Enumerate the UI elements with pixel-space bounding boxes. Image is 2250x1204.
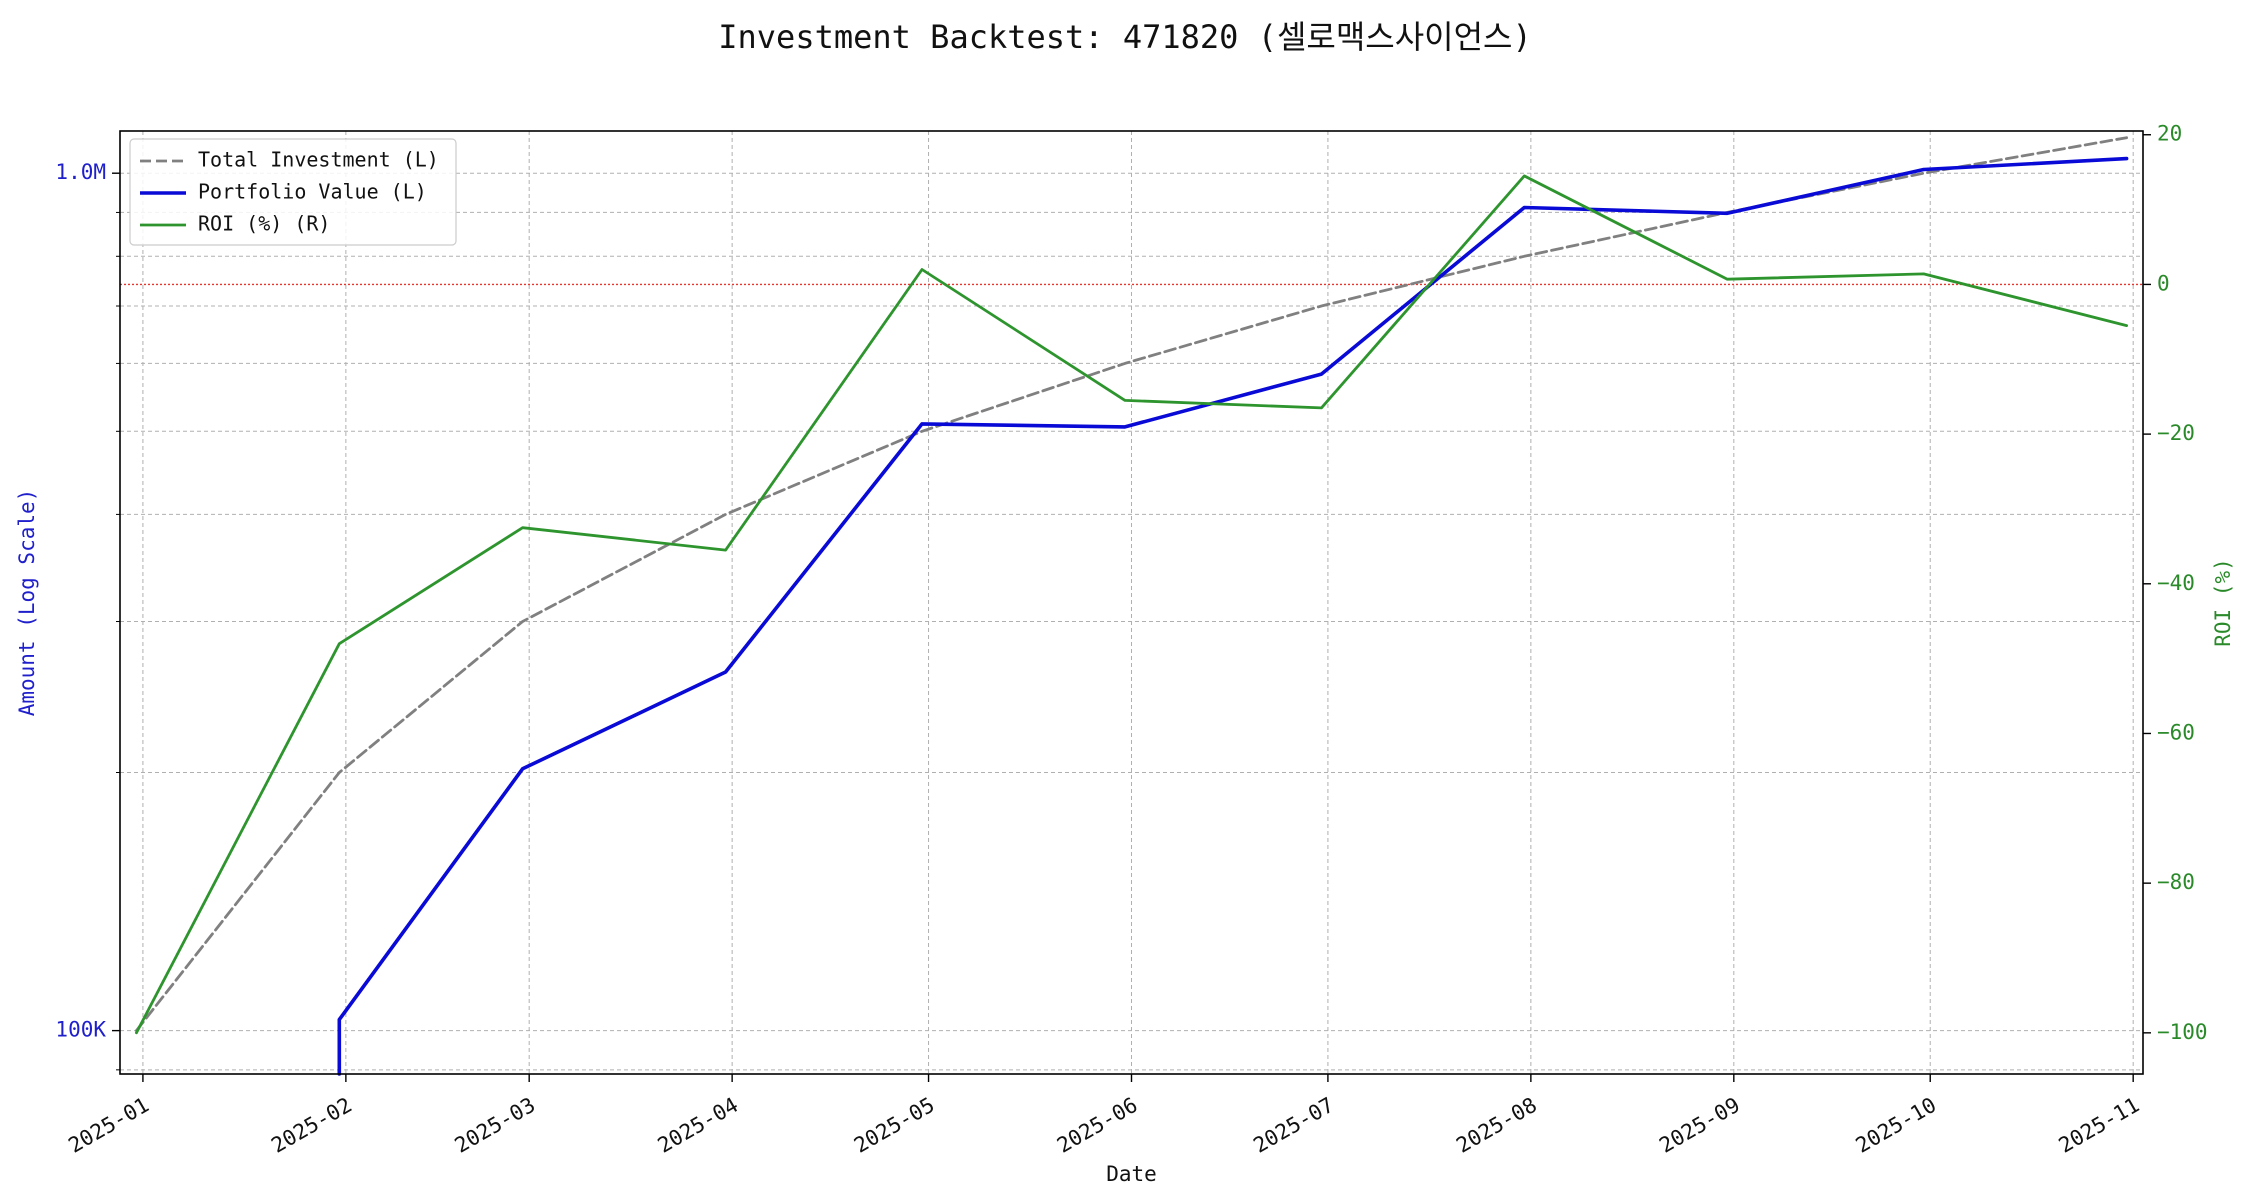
y-right-tick-label: −60 [2157,720,2195,744]
x-tick-label: 2025-09 [1655,1093,1744,1158]
roi-line [134,174,2129,1035]
y-left-tick-label: 100K [55,1018,106,1042]
x-tick-label: 2025-04 [654,1093,743,1158]
x-tick-label: 2025-07 [1249,1093,1338,1158]
y-axis-left: 100K 1.0M [55,160,120,1071]
x-tick-label: 2025-08 [1452,1093,1541,1158]
legend-box [129,138,457,246]
x-tick-label: 2025-10 [1852,1093,1941,1158]
y-right-tick-label: −80 [2157,870,2195,894]
legend-label: Portfolio Value (L) [198,180,427,204]
y-right-tick-label: −40 [2157,571,2195,595]
x-axis-label: Date [1106,1162,1157,1186]
y-right-tick-label: −20 [2157,421,2195,445]
y-axis-left-label: Amount (Log Scale) [15,489,39,717]
x-tick-label: 2025-05 [850,1093,939,1158]
y-right-tick-label: 0 [2157,271,2170,295]
x-axis: 2025-01 2025-02 2025-03 2025-04 2025-05 2025-… [64,1074,2143,1158]
portfolio-value-line [337,156,2129,1076]
legend-label: ROI (%) (R) [198,212,330,236]
y-right-tick-label: −100 [2157,1020,2208,1044]
legend-label: Total Investment (L) [198,148,439,172]
chart-title: Investment Backtest: 471820 (셀로맥스사이언스) [718,18,1532,56]
legend: Total Investment (L) Portfolio Value (L) R… [129,138,457,246]
x-tick-label: 2025-02 [267,1093,356,1158]
x-tick-label: 2025-03 [451,1093,540,1158]
y-axis-right: −100 −80 −60 −40 −20 0 20 [2143,122,2208,1044]
series-lines [134,136,2129,1076]
grid-lines [120,131,2143,1074]
y-left-tick-label: 1.0M [55,160,106,184]
x-tick-label: 2025-06 [1053,1093,1142,1158]
y-right-tick-label: 20 [2157,122,2182,146]
x-tick-label: 2025-11 [2055,1093,2144,1158]
x-tick-label: 2025-01 [64,1093,153,1158]
y-axis-right-label: ROI (%) [2211,558,2235,647]
